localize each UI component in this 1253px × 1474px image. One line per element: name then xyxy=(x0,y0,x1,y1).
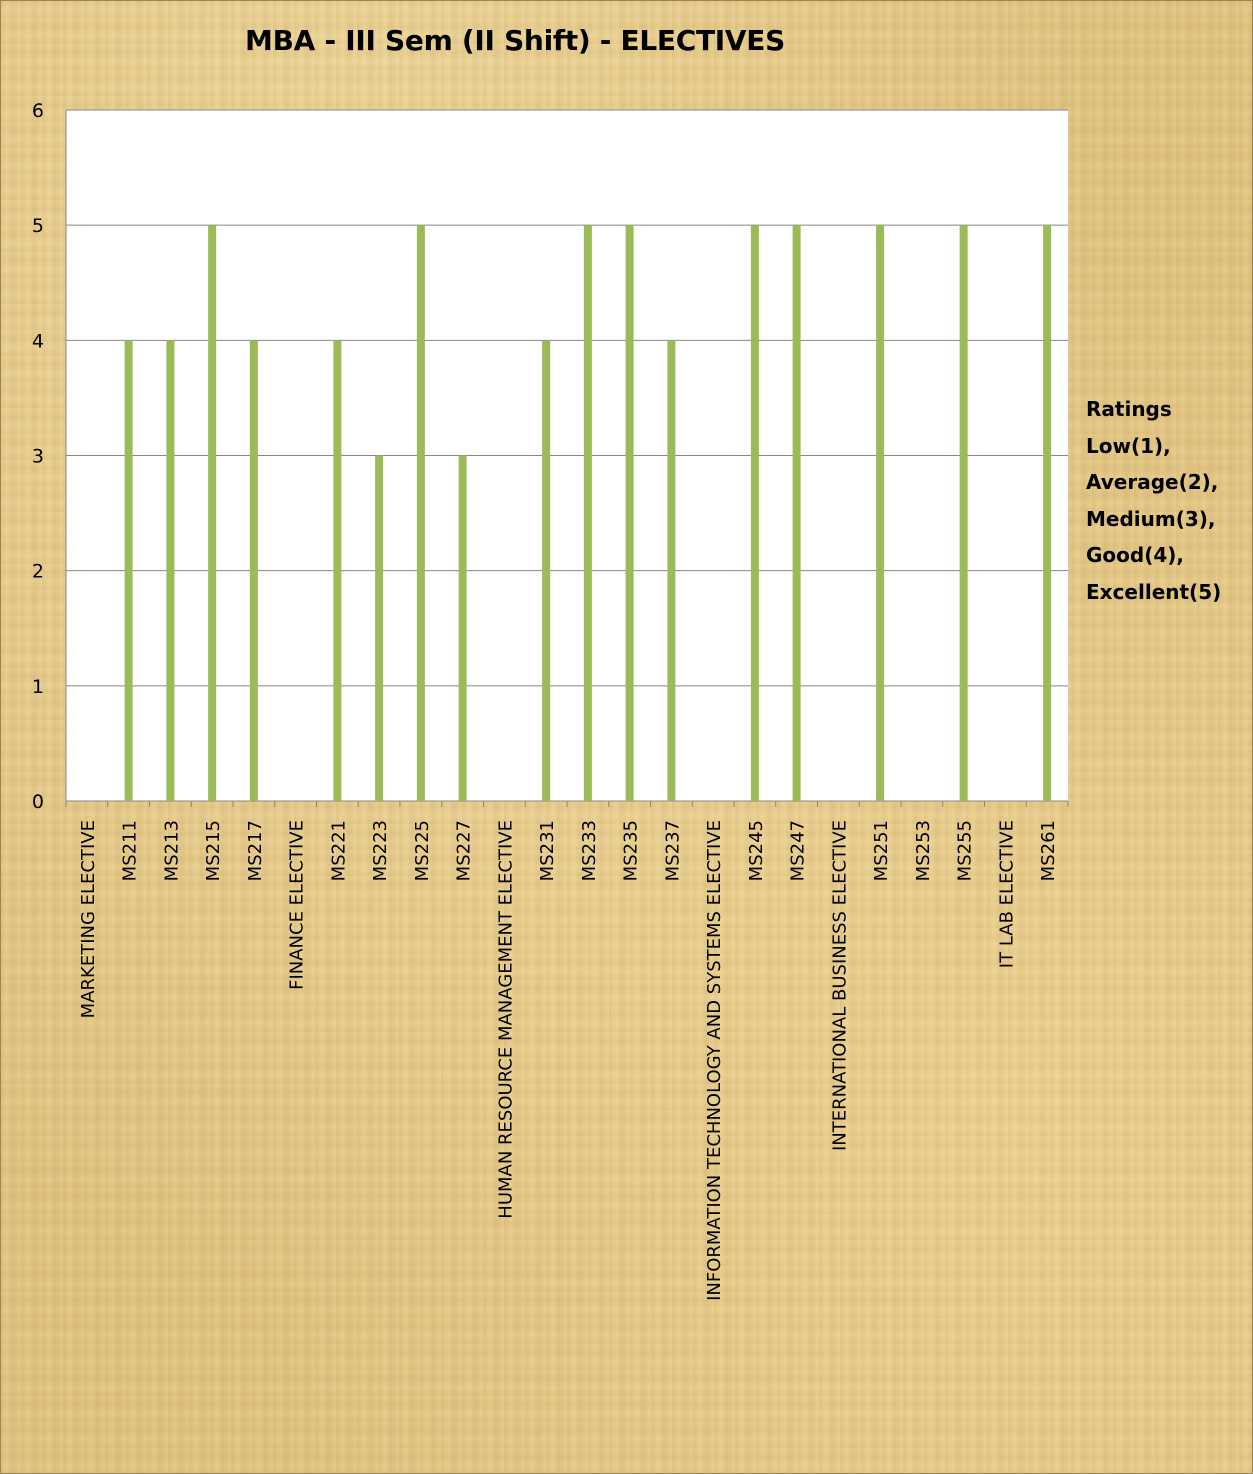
legend-line: Ratings xyxy=(1086,397,1172,421)
legend-line: Low(1), xyxy=(1086,433,1171,458)
bar xyxy=(959,225,968,801)
x-tick-label: MS235 xyxy=(621,820,642,881)
chart-title: MBA - III Sem (II Shift) - ELECTIVES xyxy=(245,24,785,57)
y-tick-label: 4 xyxy=(32,330,44,352)
x-tick-label: MS237 xyxy=(662,820,683,881)
bar xyxy=(792,225,801,801)
x-tick-label: MS233 xyxy=(579,820,600,881)
x-tick-label: MS245 xyxy=(746,820,767,881)
x-tick-label: INFORMATION TECHNOLOGY AND SYSTEMS ELECT… xyxy=(704,820,725,1301)
x-tick-label: MS225 xyxy=(412,820,433,881)
x-tick-label: MS231 xyxy=(537,820,558,881)
bar xyxy=(542,340,551,801)
x-tick-label: MS217 xyxy=(245,820,266,881)
bar xyxy=(458,455,467,801)
x-tick-label: MS247 xyxy=(788,820,809,881)
x-tick-label: MS223 xyxy=(370,820,391,881)
y-tick-label: 1 xyxy=(32,676,44,698)
x-tick-label: MS221 xyxy=(328,820,349,881)
bar xyxy=(416,225,425,801)
bar xyxy=(750,225,759,801)
y-tick-label: 0 xyxy=(32,791,44,813)
y-tick-label: 3 xyxy=(32,446,44,468)
bar xyxy=(583,225,592,801)
bar xyxy=(166,340,175,801)
bar xyxy=(667,340,676,801)
x-tick-label: MS213 xyxy=(161,820,182,881)
x-tick-label: MS253 xyxy=(913,820,934,881)
bar xyxy=(1043,225,1052,801)
x-tick-label: MS215 xyxy=(203,820,224,881)
bar xyxy=(249,340,258,801)
bar xyxy=(625,225,634,801)
legend-line: Medium(3), xyxy=(1086,506,1216,531)
bar xyxy=(208,225,217,801)
bar xyxy=(876,225,885,801)
legend-line: Good(4), xyxy=(1086,543,1185,567)
x-tick-label: IT LAB ELECTIVE xyxy=(996,820,1017,968)
bar xyxy=(124,340,133,801)
x-tick-label: MARKETING ELECTIVE xyxy=(78,820,99,1018)
x-tick-label: MS251 xyxy=(871,820,892,881)
bar xyxy=(333,340,342,801)
x-tick-label: HUMAN RESOURCE MANAGEMENT ELECTIVE xyxy=(495,820,516,1219)
x-tick-label: FINANCE ELECTIVE xyxy=(287,820,308,990)
bar xyxy=(375,455,384,801)
y-tick-label: 6 xyxy=(32,100,44,122)
x-tick-label: MS227 xyxy=(454,820,475,881)
legend-line: Average(2), xyxy=(1086,470,1219,494)
x-tick-label: MS255 xyxy=(955,820,976,881)
y-tick-label: 5 xyxy=(32,215,44,237)
y-tick-label: 2 xyxy=(32,561,44,583)
x-tick-label: MS261 xyxy=(1038,820,1059,881)
x-tick-label: INTERNATIONAL BUSINESS ELECTIVE xyxy=(829,820,850,1151)
chart-legend: Ratings Low(1), Average(2), Medium(3), G… xyxy=(1086,391,1221,610)
legend-line: Excellent(5) xyxy=(1086,579,1222,604)
x-tick-label: MS211 xyxy=(120,820,141,881)
